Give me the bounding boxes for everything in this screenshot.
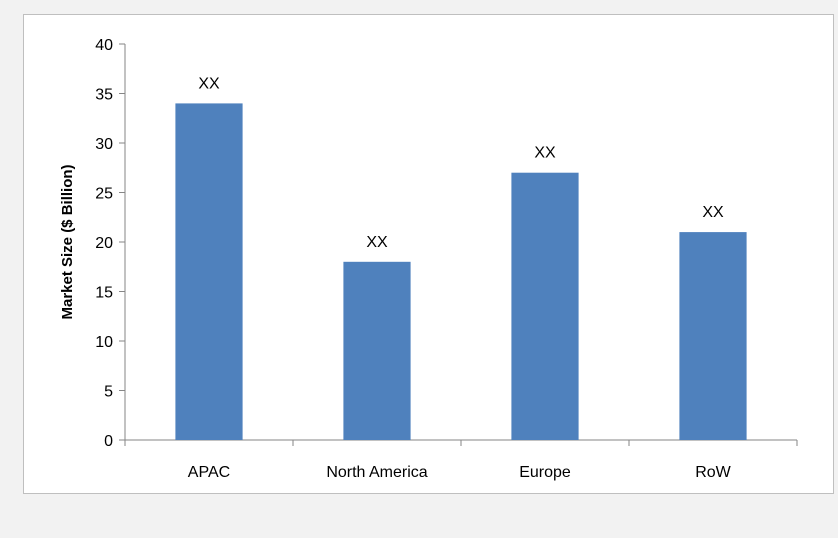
y-tick-label: 15 — [95, 285, 113, 302]
data-label: XX — [198, 75, 220, 92]
data-labels: XX XX XX XX — [198, 75, 724, 250]
bars — [175, 103, 747, 441]
bar-row — [679, 232, 747, 440]
data-label: XX — [366, 234, 388, 251]
bar-apac — [175, 103, 243, 441]
bar-north-america — [343, 261, 411, 440]
y-tick-label: 30 — [95, 136, 113, 153]
y-tick-label: 40 — [95, 37, 113, 54]
y-tick-label: 20 — [95, 235, 113, 252]
x-tick-label: APAC — [188, 464, 230, 481]
y-axis-label: Market Size ($ Billion) — [59, 164, 76, 319]
y-tick-label: 0 — [104, 433, 113, 450]
y-axis: 0 5 10 15 20 25 30 35 40 — [95, 37, 126, 450]
x-tick-label: North America — [326, 464, 427, 481]
y-tick-label: 5 — [104, 384, 113, 401]
x-tick-label: RoW — [695, 464, 731, 481]
data-label: XX — [702, 204, 724, 221]
x-tick-label: Europe — [519, 464, 571, 481]
data-label: XX — [534, 145, 556, 162]
y-tick-label: 10 — [95, 334, 113, 351]
bar-europe — [511, 172, 579, 440]
y-tick-label: 25 — [95, 186, 113, 203]
y-tick-label: 35 — [95, 87, 113, 104]
x-axis: APAC North America Europe RoW — [124, 439, 798, 481]
